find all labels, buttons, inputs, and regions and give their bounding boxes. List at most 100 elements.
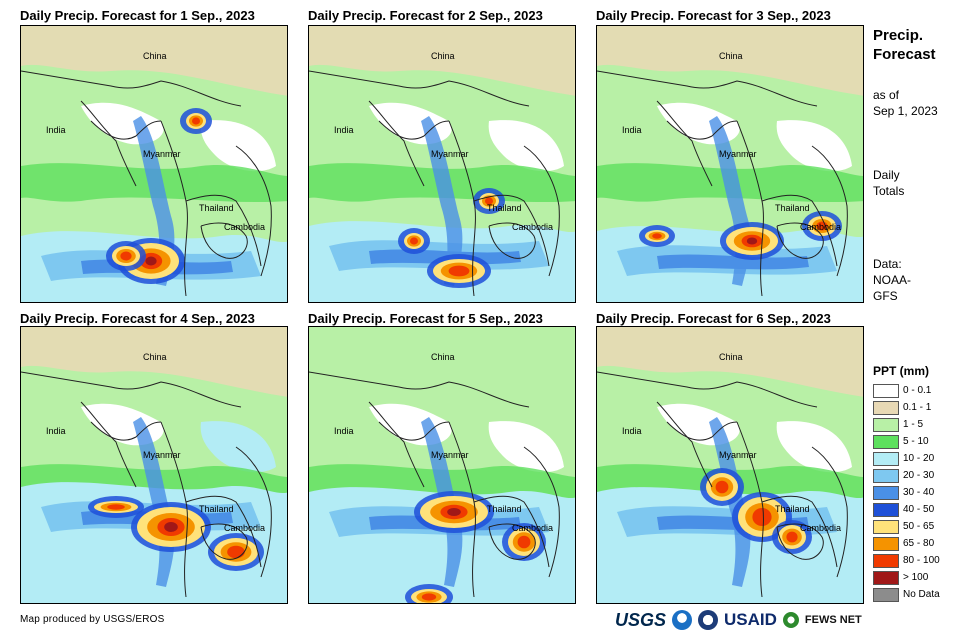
legend-swatch	[873, 434, 899, 449]
country-label-china: China	[431, 51, 455, 61]
legend-item: 30 - 40	[873, 484, 934, 501]
forecast-map-3: China India Myanmar Thailand Cambodia	[596, 25, 864, 303]
legend-label: 5 - 10	[903, 436, 929, 447]
precip-field: China India Myanmar Thailand Cambodia	[597, 26, 863, 302]
legend-label: No Data	[903, 589, 940, 600]
country-label-china: China	[143, 352, 167, 362]
forecast-map-1: China India Myanmar Thailand Cambodia	[20, 25, 288, 303]
panel-title-3: Daily Precip. Forecast for 3 Sep., 2023	[596, 8, 831, 23]
data-line3: GFS	[873, 289, 898, 303]
legend-swatch	[873, 451, 899, 466]
precip-field: China India Myanmar Thailand Cambodia	[21, 327, 287, 603]
precip-field: China India Myanmar Thailand Cambodia	[21, 26, 287, 302]
legend-item: > 100	[873, 569, 928, 586]
panel-title-6: Daily Precip. Forecast for 6 Sep., 2023	[596, 311, 831, 326]
legend-label: 30 - 40	[903, 487, 935, 498]
legend-swatch	[873, 587, 899, 602]
panel-title-5: Daily Precip. Forecast for 5 Sep., 2023	[308, 311, 543, 326]
country-label-china: China	[719, 352, 743, 362]
legend-label: 0 - 0.1	[903, 385, 932, 396]
legend-item: 40 - 50	[873, 501, 934, 518]
fews-globe-icon	[782, 612, 799, 628]
country-label-myanmar: Myanmar	[431, 149, 469, 159]
forecast-map-6: China India Myanmar Thailand Cambodia	[596, 326, 864, 604]
country-label-cambodia: Cambodia	[800, 523, 841, 533]
legend-swatch	[873, 536, 899, 551]
precip-field: China India Myanmar Thailand Cambodia	[309, 327, 575, 603]
usgs-logo: USGS	[615, 609, 667, 630]
country-label-thailand: Thailand	[487, 504, 522, 514]
legend-swatch	[873, 417, 899, 432]
country-label-myanmar: Myanmar	[719, 149, 757, 159]
country-label-india: India	[622, 426, 642, 436]
map-credit: Map produced by USGS/EROS	[20, 614, 165, 625]
legend-label: 0.1 - 1	[903, 402, 932, 413]
legend-label: 80 - 100	[903, 555, 940, 566]
country-label-thailand: Thailand	[775, 203, 810, 213]
panel-title-4: Daily Precip. Forecast for 4 Sep., 2023	[20, 311, 255, 326]
as-of-date: as of Sep 1, 2023	[873, 87, 938, 119]
legend-label: 65 - 80	[903, 538, 935, 549]
side-title-line2: Forecast	[873, 46, 936, 63]
forecast-map-4: China India Myanmar Thailand Cambodia	[20, 326, 288, 604]
legend-label: > 100	[903, 572, 929, 583]
legend-item: 80 - 100	[873, 552, 940, 569]
legend-label: 1 - 5	[903, 419, 924, 430]
country-label-myanmar: Myanmar	[431, 450, 469, 460]
country-label-india: India	[334, 426, 354, 436]
legend-item: 0.1 - 1	[873, 399, 931, 416]
country-label-thailand: Thailand	[199, 203, 234, 213]
legend-swatch	[873, 519, 899, 534]
legend-swatch	[873, 468, 899, 483]
country-label-china: China	[143, 51, 167, 61]
totals-note: Daily Totals	[873, 167, 904, 199]
country-label-thailand: Thailand	[487, 203, 522, 213]
panel-title-1: Daily Precip. Forecast for 1 Sep., 2023	[20, 8, 255, 23]
country-label-china: China	[431, 352, 455, 362]
totals-line1: Daily	[873, 168, 900, 182]
forecast-map-2: China India Myanmar Thailand Cambodia	[308, 25, 576, 303]
country-label-india: India	[46, 125, 66, 135]
country-label-china: China	[719, 51, 743, 61]
country-label-india: India	[46, 426, 66, 436]
fews-net-logo: FEWS NET	[804, 614, 862, 626]
data-source: Data: NOAA- GFS	[873, 256, 911, 304]
legend-swatch	[873, 502, 899, 517]
country-label-thailand: Thailand	[775, 504, 810, 514]
legend-title: PPT (mm)	[873, 364, 930, 378]
country-label-myanmar: Myanmar	[719, 450, 757, 460]
country-label-myanmar: Myanmar	[143, 149, 181, 159]
legend-item: 5 - 10	[873, 433, 929, 450]
panel-title-2: Daily Precip. Forecast for 2 Sep., 2023	[308, 8, 543, 23]
legend-item: 50 - 65	[873, 518, 934, 535]
legend-swatch	[873, 570, 899, 585]
side-title: Precip. Forecast	[873, 26, 936, 64]
country-label-cambodia: Cambodia	[224, 523, 265, 533]
legend-label: 50 - 65	[903, 521, 935, 532]
legend-item: No Data	[873, 586, 940, 603]
data-line2: NOAA-	[873, 273, 912, 287]
agency-logos: USGS USAID FEWS NET	[615, 606, 862, 634]
usaid-logo: USAID	[724, 610, 777, 629]
as-of-line1: as of	[873, 88, 900, 102]
side-title-line1: Precip.	[873, 27, 924, 44]
legend-label: 40 - 50	[903, 504, 935, 515]
legend-item: 65 - 80	[873, 535, 934, 552]
data-line1: Data:	[873, 257, 902, 271]
precip-field: China India Myanmar Thailand Cambodia	[597, 327, 863, 603]
legend-swatch	[873, 485, 899, 500]
country-label-cambodia: Cambodia	[512, 523, 553, 533]
legend-swatch	[873, 383, 899, 398]
forecast-map-5: China India Myanmar Thailand Cambodia	[308, 326, 576, 604]
country-label-thailand: Thailand	[199, 504, 234, 514]
legend-item: 0 - 0.1	[873, 382, 931, 399]
country-label-india: India	[622, 125, 642, 135]
precip-field: China India Myanmar Thailand Cambodia	[309, 26, 575, 302]
legend-item: 1 - 5	[873, 416, 923, 433]
country-label-cambodia: Cambodia	[800, 222, 841, 232]
dhs-seal-icon	[698, 610, 719, 630]
legend-label: 20 - 30	[903, 470, 935, 481]
legend-item: 10 - 20	[873, 450, 934, 467]
country-label-cambodia: Cambodia	[224, 222, 265, 232]
legend-swatch	[873, 553, 899, 568]
